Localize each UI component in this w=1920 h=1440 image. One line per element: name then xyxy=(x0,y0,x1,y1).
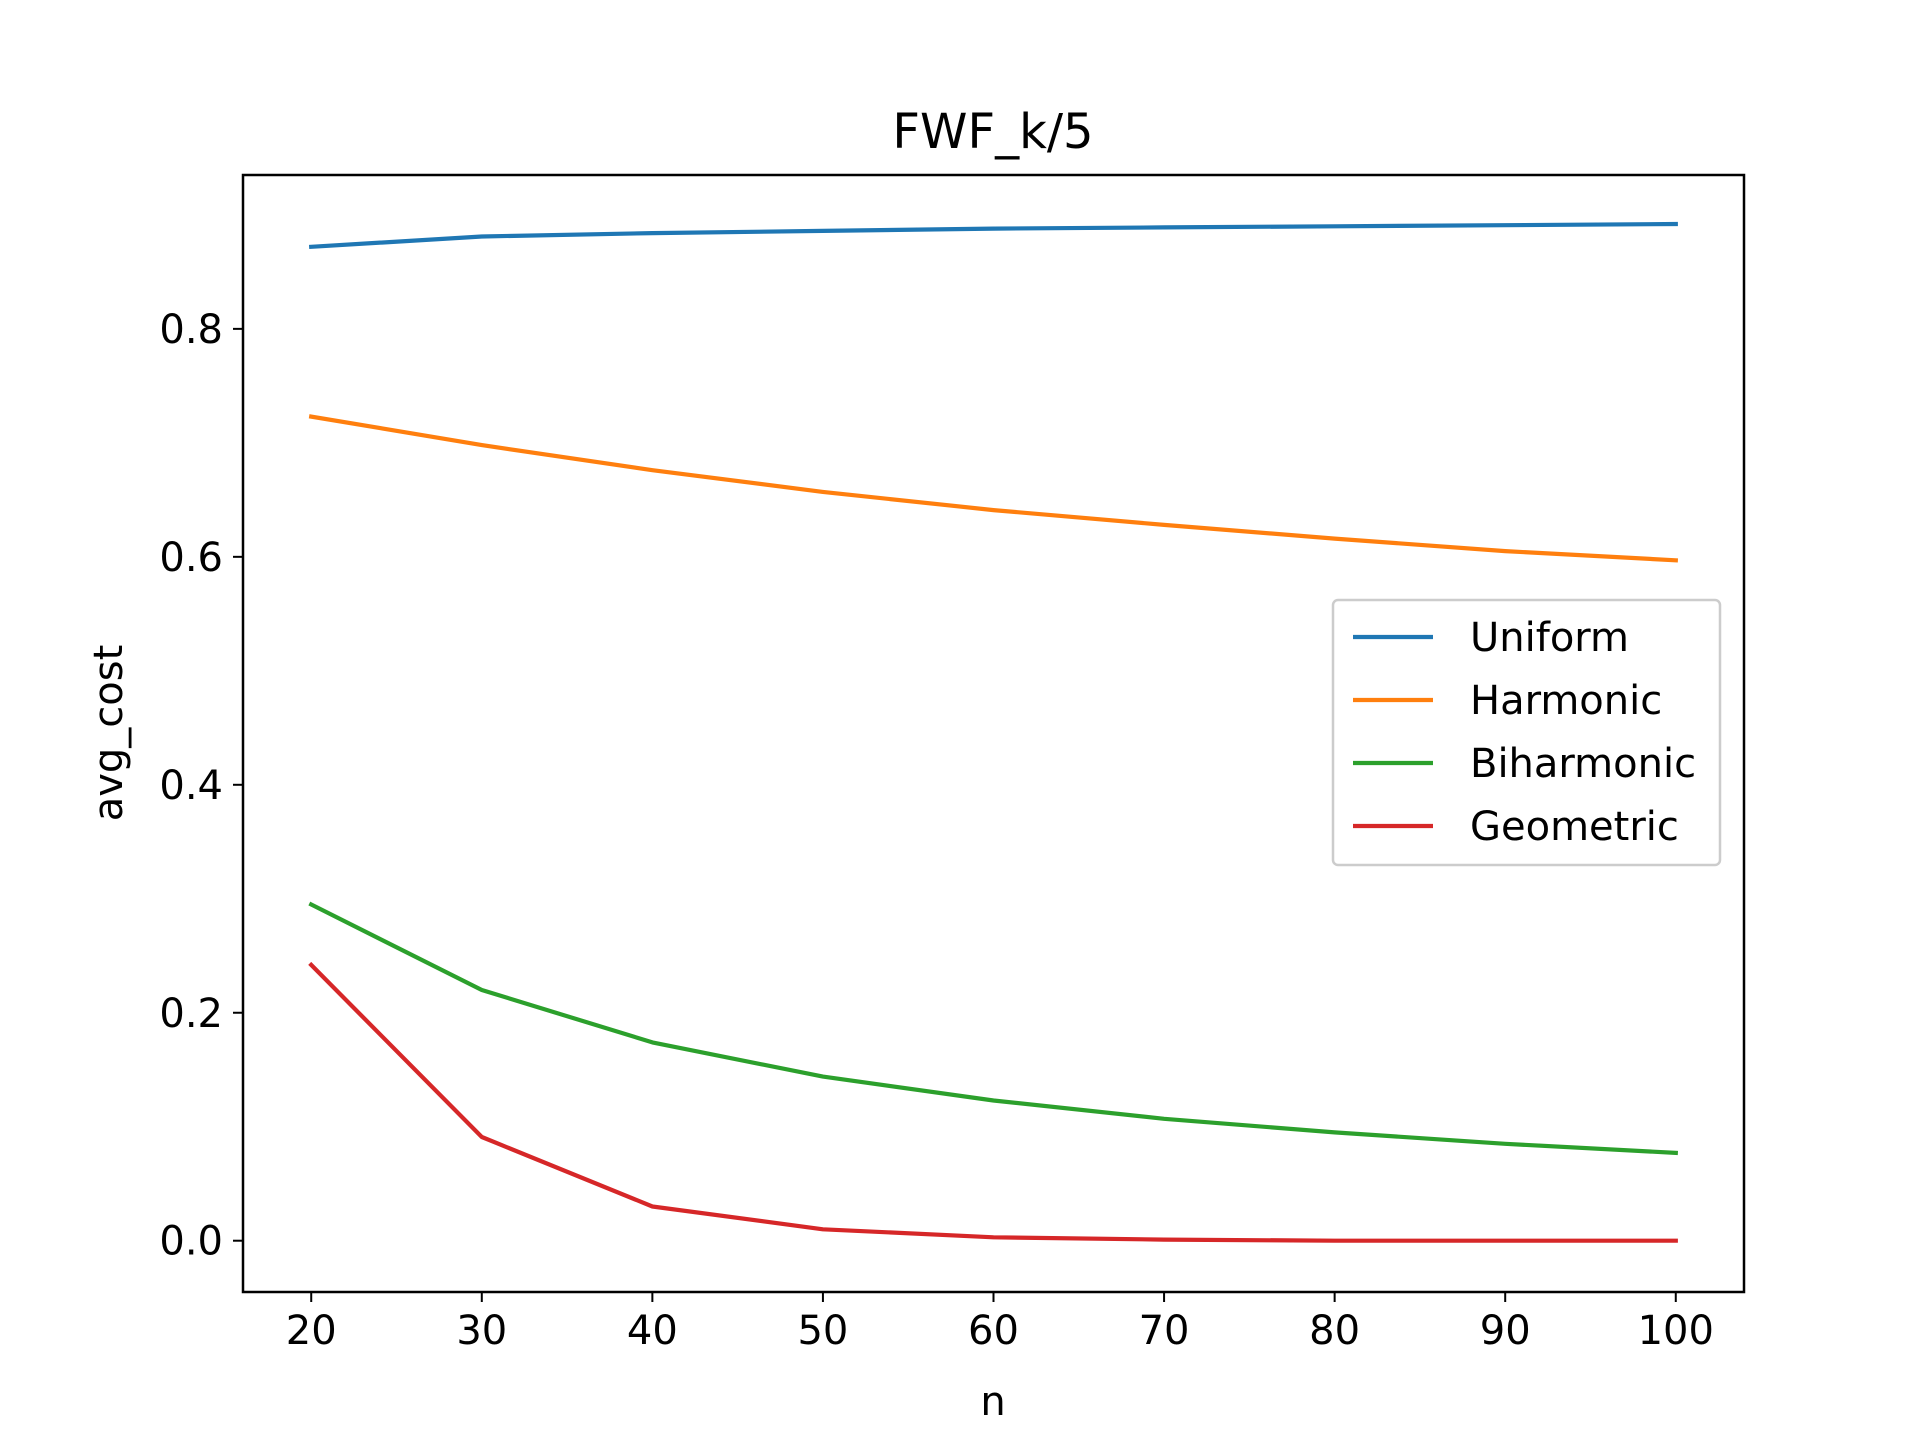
x-tick-label: 20 xyxy=(286,1308,337,1354)
y-tick-label: 0.4 xyxy=(159,763,223,809)
series-line-geometric xyxy=(308,961,1678,1243)
chart-title: FWF_k/5 xyxy=(892,104,1093,160)
legend: Uniform Harmonic Biharmonic Geometric xyxy=(1331,598,1722,867)
x-tick-label: 30 xyxy=(456,1308,507,1354)
y-tick-label: 0.6 xyxy=(159,535,223,581)
x-tick-label: 70 xyxy=(1139,1308,1190,1354)
legend-frame xyxy=(1331,598,1722,867)
legend-label-biharmonic: Biharmonic xyxy=(1470,741,1696,787)
x-tick-label: 40 xyxy=(627,1308,678,1354)
series-line-biharmonic xyxy=(308,901,1679,1156)
legend-label-harmonic: Harmonic xyxy=(1470,678,1662,724)
x-axis-label: n xyxy=(980,1379,1005,1425)
series-line-uniform xyxy=(308,221,1678,250)
y-axis-label: avg_cost xyxy=(86,645,132,822)
x-tick-label: 80 xyxy=(1309,1308,1360,1354)
x-tick-label: 100 xyxy=(1638,1308,1714,1354)
plot-series xyxy=(308,221,1679,1243)
x-tick-label: 90 xyxy=(1480,1308,1531,1354)
y-axis: 0.0 0.2 0.4 0.6 0.8 xyxy=(159,307,243,1265)
y-tick-label: 0.8 xyxy=(159,307,223,353)
legend-label-geometric: Geometric xyxy=(1470,804,1679,850)
y-tick-label: 0.2 xyxy=(159,991,223,1037)
x-axis: 20 30 40 50 60 70 80 90 100 xyxy=(286,1292,1714,1354)
x-tick-label: 50 xyxy=(797,1308,848,1354)
legend-label-uniform: Uniform xyxy=(1470,615,1629,661)
series-line-harmonic xyxy=(308,414,1679,563)
y-tick-label: 0.0 xyxy=(159,1219,223,1265)
x-tick-label: 60 xyxy=(968,1308,1019,1354)
